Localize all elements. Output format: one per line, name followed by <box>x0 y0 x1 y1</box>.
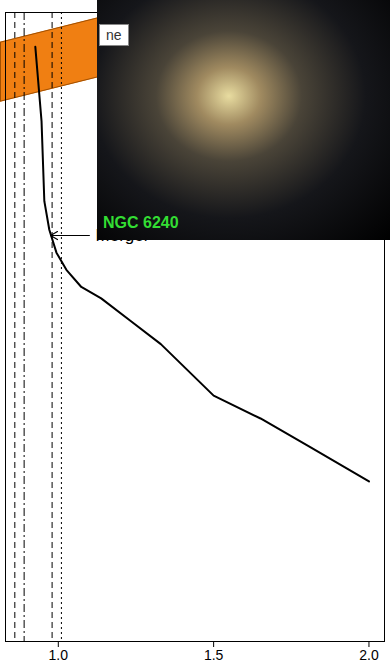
svg-text:1.0: 1.0 <box>49 647 69 663</box>
html-text:NGC 6240: NGC 6240 <box>103 214 179 231</box>
html-text:ne: ne <box>106 27 122 43</box>
svg-text:2.0: 2.0 <box>359 647 379 663</box>
svg-text:1.5: 1.5 <box>204 647 224 663</box>
